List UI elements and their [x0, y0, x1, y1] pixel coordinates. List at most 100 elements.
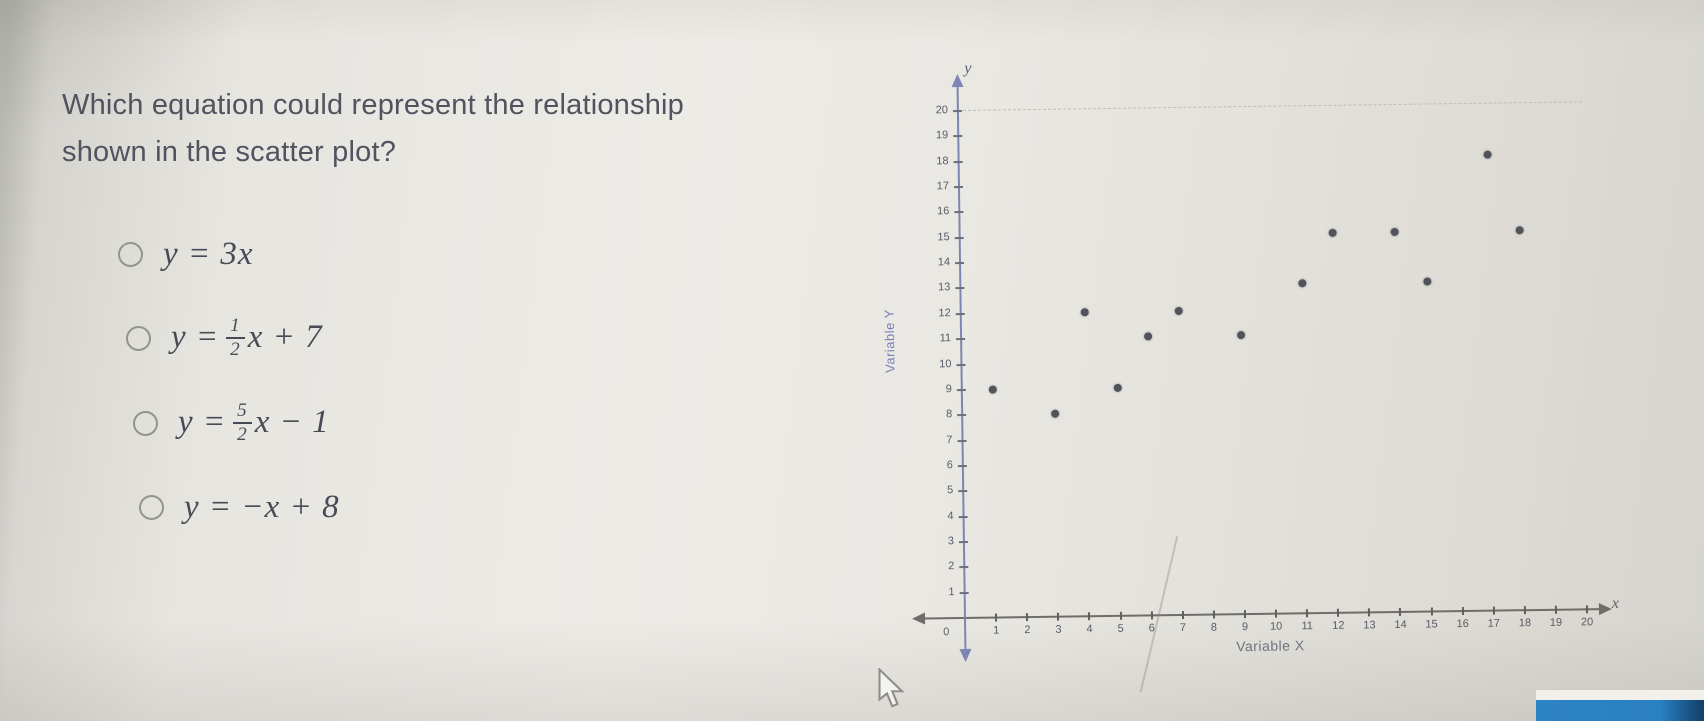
x-axis-tick — [1492, 606, 1495, 615]
option-2-equation: y = 1 2 x + 7 — [171, 315, 323, 360]
option-2-lhs: y = — [171, 319, 220, 356]
x-axis-tick-label: 5 — [1117, 622, 1124, 635]
option-2-rhs: x + 7 — [247, 319, 323, 356]
data-point — [988, 385, 997, 394]
y-axis-tick — [957, 414, 967, 417]
x-axis-tick-label: 13 — [1363, 619, 1376, 632]
bottom-right-blue-bar[interactable] — [1536, 700, 1704, 721]
y-axis-tick — [958, 490, 968, 493]
x-axis-tick-label: 3 — [1055, 623, 1062, 636]
data-point — [1328, 228, 1337, 237]
data-point — [1051, 409, 1060, 418]
y-axis-tick — [956, 388, 966, 391]
data-point — [1174, 306, 1183, 315]
radio-button-option-2[interactable] — [126, 325, 151, 351]
x-axis-tick — [1274, 609, 1278, 618]
y-axis-tick — [954, 236, 964, 239]
x-axis-tick — [1150, 611, 1153, 620]
x-axis-tick-label: 8 — [1210, 621, 1218, 634]
y-axis-tick-label: 14 — [937, 256, 951, 269]
data-point — [1515, 225, 1524, 235]
y-axis-tick — [955, 312, 965, 315]
bottom-right-light-strip — [1536, 690, 1704, 700]
y-axis-tick — [957, 464, 967, 467]
x-axis-tick — [1057, 612, 1060, 621]
y-axis-tick — [959, 591, 969, 594]
question-line-2: shown in the scatter plot? — [62, 136, 397, 168]
x-axis-tick-label: 14 — [1394, 618, 1407, 632]
y-axis-title: Variable Y — [881, 309, 898, 374]
option-1-equation: y = 3x — [163, 236, 254, 272]
data-point — [1113, 383, 1122, 392]
data-point — [1483, 150, 1492, 159]
y-axis-tick-label: 3 — [947, 535, 955, 548]
x-axis-tick-label: 19 — [1549, 616, 1563, 629]
y-axis-tick — [959, 566, 969, 569]
y-axis-tick-label: 20 — [935, 104, 948, 117]
x-axis-tick — [1337, 608, 1340, 617]
y-axis-tick — [956, 363, 966, 366]
data-point — [1298, 279, 1307, 288]
option-3-equation: y = 5 2 x − 1 — [178, 400, 330, 446]
x-axis-title: Variable X — [1236, 637, 1305, 655]
y-axis-tick-label: 16 — [936, 205, 950, 218]
option-row-4[interactable]: y = −x + 8 — [139, 489, 340, 526]
data-point — [1081, 308, 1090, 317]
x-axis-tick-label: 2 — [1024, 624, 1031, 637]
option-row-1[interactable]: y = 3x — [118, 236, 254, 273]
y-axis-tick — [955, 287, 965, 290]
y-axis-tick — [956, 338, 966, 341]
y-axis-tick-label: 1 — [948, 585, 955, 598]
x-axis-tick — [1399, 607, 1402, 616]
data-point — [1236, 331, 1246, 340]
y-axis-tick — [957, 439, 967, 442]
x-axis-tick-label: 9 — [1241, 621, 1249, 634]
y-axis-top-arrow-icon — [951, 73, 964, 88]
x-axis-tick — [1119, 611, 1122, 620]
y-axis-tick-label: 7 — [946, 433, 953, 446]
y-axis-tick-label: 9 — [945, 383, 952, 396]
mouse-cursor-icon — [878, 668, 905, 708]
data-point — [1143, 332, 1152, 341]
x-axis-tick-label: 4 — [1086, 623, 1093, 636]
y-axis-tick-label: 15 — [937, 230, 950, 244]
x-axis-tick-label: 16 — [1456, 617, 1469, 631]
x-axis-tick-label: 7 — [1179, 621, 1186, 635]
x-axis-tick-label: 12 — [1332, 619, 1345, 632]
x-axis-tick-label: 20 — [1580, 616, 1594, 629]
radio-button-option-4[interactable] — [139, 495, 164, 520]
fraction-denominator: 2 — [237, 424, 248, 446]
y-axis-tick-label: 19 — [935, 129, 949, 142]
x-axis-tick — [995, 613, 998, 622]
x-axis-left-arrow-icon — [911, 612, 926, 625]
x-axis-tick — [1368, 608, 1371, 617]
x-axis-tick-label: 6 — [1148, 622, 1155, 635]
radio-button-option-3[interactable] — [133, 410, 158, 436]
y-axis-tick-label: 10 — [939, 357, 952, 370]
option-row-2[interactable]: y = 1 2 x + 7 — [126, 315, 323, 360]
data-point — [1390, 227, 1400, 236]
y-axis-tick-label: 18 — [936, 154, 949, 168]
y-axis-tick-label: 8 — [945, 408, 953, 421]
x-axis-letter: x — [1611, 594, 1620, 612]
x-axis-tick — [1523, 606, 1526, 615]
option-row-3[interactable]: y = 5 2 x − 1 — [133, 400, 330, 446]
option-3-rhs: x − 1 — [254, 404, 330, 441]
y-axis-tick-label: 4 — [947, 509, 954, 522]
y-axis-tick-label: 11 — [939, 332, 952, 345]
y-axis-tick — [953, 186, 963, 189]
x-axis-tick — [1430, 607, 1433, 616]
x-axis-tick-label: 15 — [1425, 618, 1438, 631]
question-text: Which equation could represent the relat… — [62, 82, 752, 176]
y-axis-bottom-arrow-icon — [959, 648, 972, 663]
option-3-lhs: y = — [178, 404, 227, 441]
radio-button-option-1[interactable] — [118, 242, 143, 267]
y-axis-tick-label: 13 — [938, 281, 951, 294]
x-axis-tick-label: 18 — [1518, 617, 1532, 630]
data-point — [1422, 277, 1431, 287]
x-axis-tick-label: 11 — [1301, 620, 1314, 633]
y-axis-tick — [958, 515, 968, 518]
x-axis-tick — [1585, 605, 1588, 614]
x-axis-tick-label: 10 — [1269, 620, 1283, 633]
